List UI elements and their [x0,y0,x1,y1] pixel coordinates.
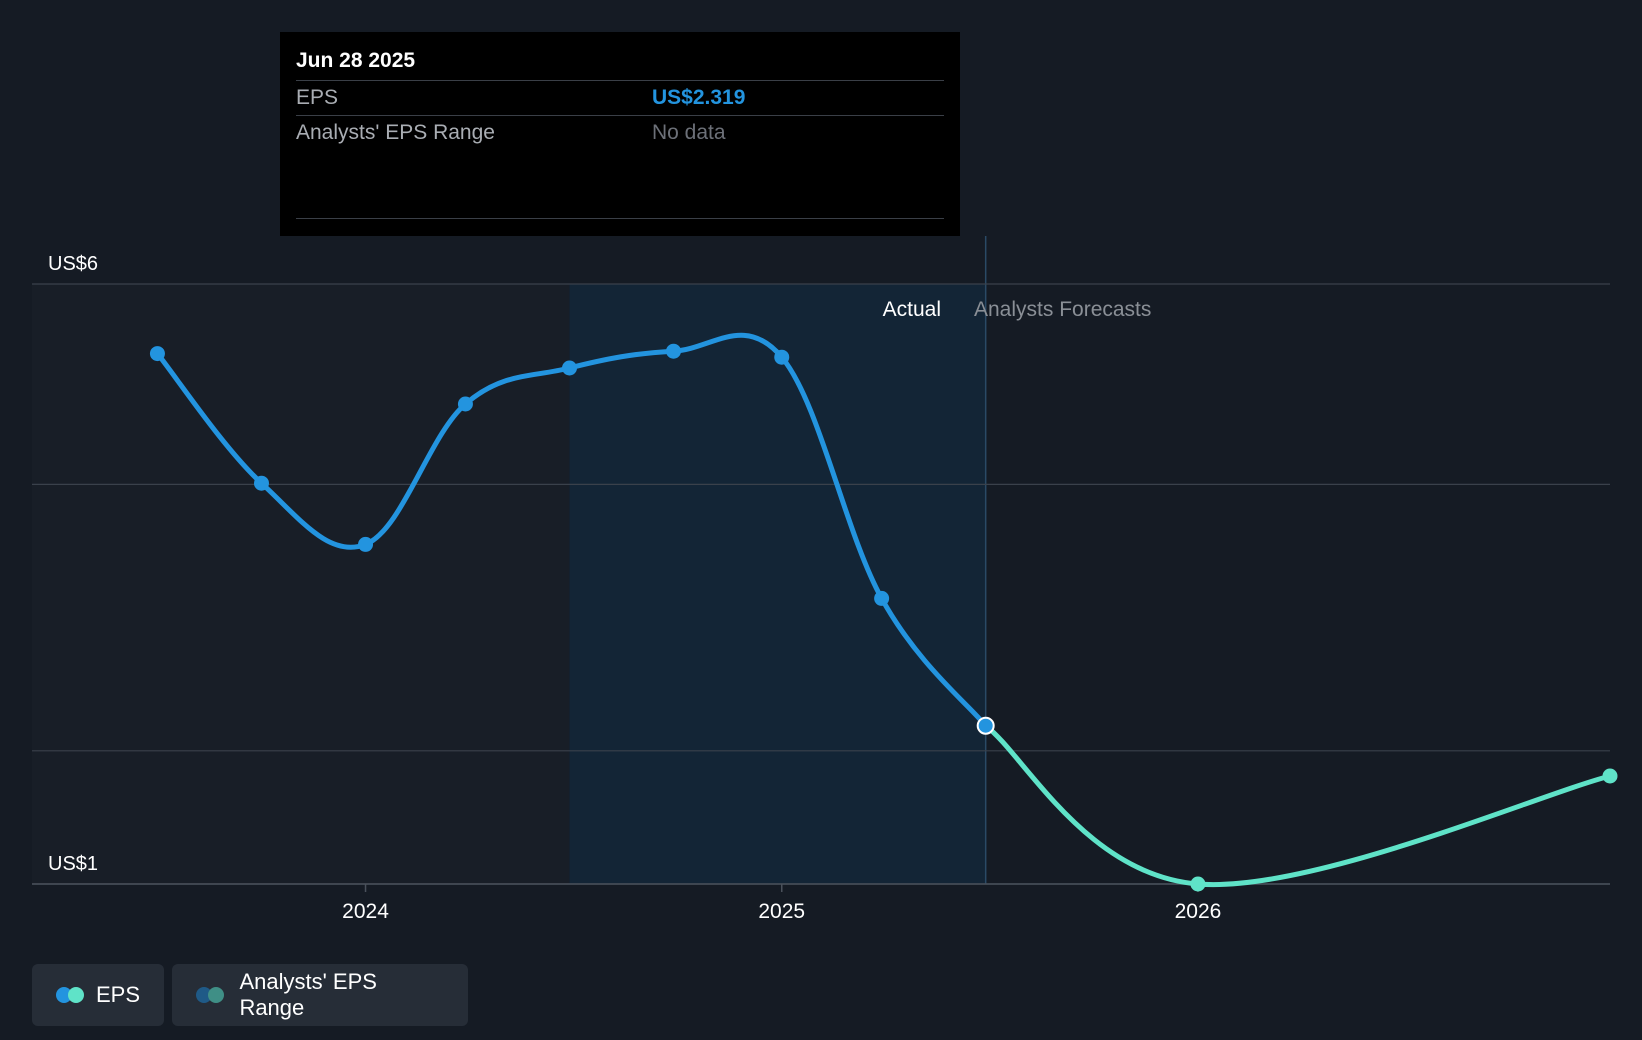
x-tick-label: 2025 [758,900,805,923]
eps-data-point[interactable] [358,536,374,552]
legend-eps-label: EPS [95,982,140,1007]
forecast-region-label: Analysts Forecasts [974,298,1151,321]
eps-actual-line [154,332,989,729]
legend-range-button[interactable]: Analysts' EPS Range [172,964,468,1026]
tooltip-eps-label: EPS [296,86,339,109]
range-legend-icon [196,987,225,1003]
eps-data-point[interactable] [457,396,473,412]
legend-range-label: Analysts' EPS Range [239,969,377,1020]
eps-data-point[interactable] [874,590,890,606]
highlighted-period-band [569,284,986,884]
y-axis-label: US$6 [48,253,98,275]
y-axis-labels: US$6 US$1 [48,253,98,875]
eps-data-point[interactable] [561,360,577,376]
tooltip-row-eps: EPS US$2.319 [296,81,944,116]
tooltip-date: Jun 28 2025 [296,46,944,81]
tooltip-range-value: No data [652,121,726,144]
tooltip-range-label: Analysts' EPS Range [296,121,495,144]
x-tick-label: 2026 [1175,900,1222,923]
eps-data-point[interactable] [666,343,682,359]
eps-data-point[interactable] [976,716,995,735]
tooltip-row-range: Analysts' EPS Range No data [296,116,944,150]
actual-region-label: Actual [883,298,941,321]
y-axis-label: US$1 [48,853,98,875]
eps-data-point[interactable] [149,346,165,362]
legend-eps-button[interactable]: EPS [32,964,164,1026]
tooltip-eps-value: US$2.319 [652,86,746,109]
eps-legend-icon [56,987,84,1003]
x-tick-label: 2024 [342,900,389,923]
past-shade-region [32,284,570,884]
eps-forecast-line [983,723,1613,888]
eps-data-point[interactable] [253,475,269,491]
tooltip-divider [296,218,944,219]
eps-data-point[interactable] [774,349,790,365]
eps-forecast-point[interactable] [1190,876,1206,892]
eps-forecast-point[interactable] [1602,768,1618,784]
eps-tooltip: Jun 28 2025 EPS US$2.319 Analysts' EPS R… [280,32,960,236]
eps-series [149,332,1618,892]
x-axis-ticks: 2024 2025 2026 [342,884,1221,923]
